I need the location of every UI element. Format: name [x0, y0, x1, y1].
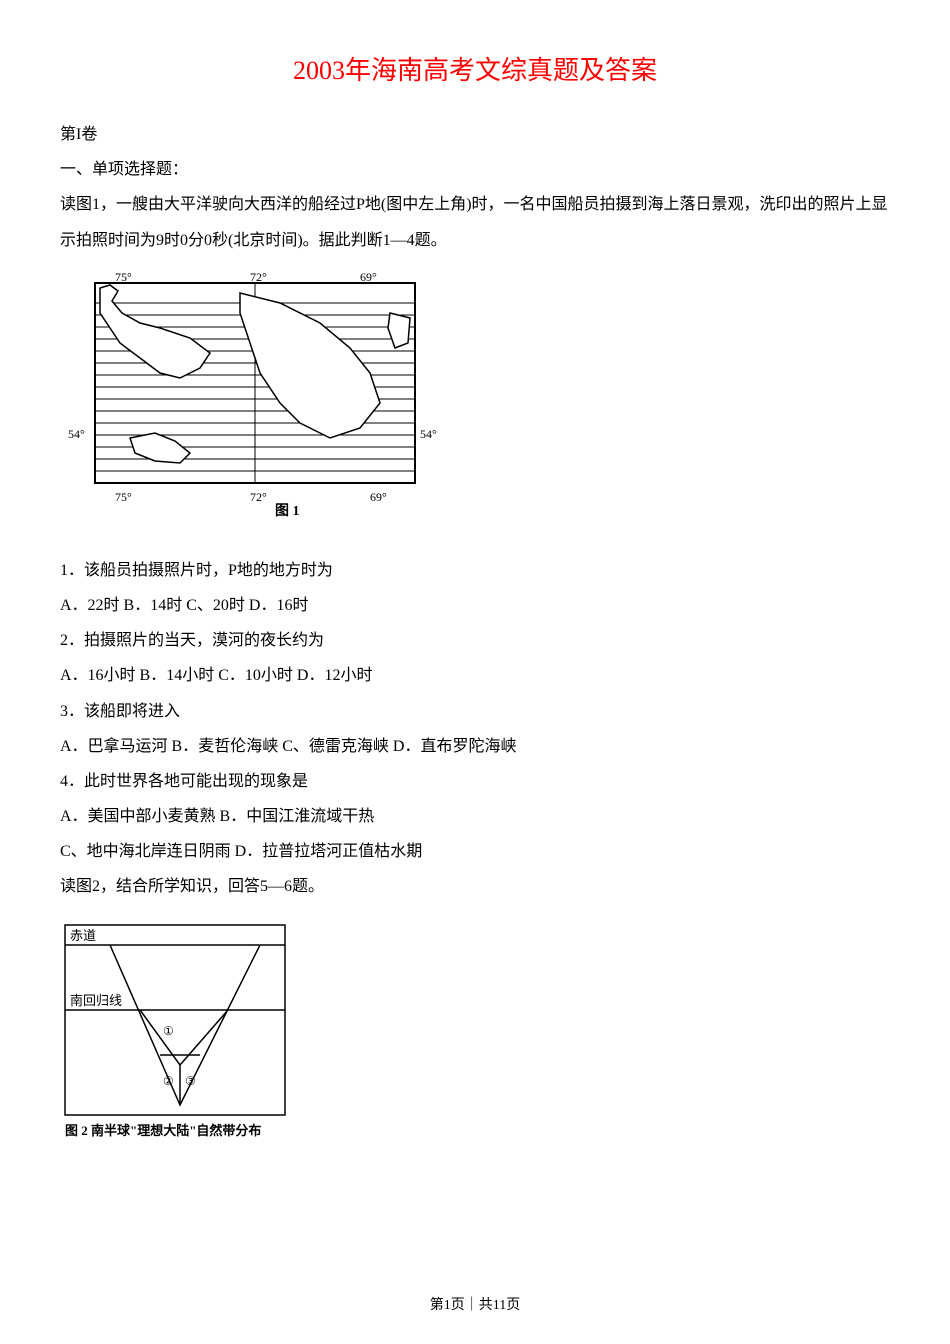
fig1-lat-54-l: 54°: [68, 427, 85, 441]
page-number: 第1页｜共11页: [0, 1294, 950, 1314]
fig1-lat-54-r: 54°: [420, 427, 437, 441]
fig2-zone3-label: ③: [185, 1074, 196, 1088]
intro-text-1: 读图1，一艘由大平洋驶向大西洋的船经过P地(图中左上角)时，一名中国船员拍摄到海…: [60, 187, 890, 257]
question-2: 2．拍摄照片的当天，漠河的夜长约为: [60, 623, 890, 658]
fig1-lon-75: 75°: [115, 273, 132, 284]
fig2-equator-label: 赤道: [70, 928, 96, 943]
question-3-options: A．巴拿马运河 B．麦哲伦海峡 C、德雷克海峡 D．直布罗陀海峡: [60, 729, 890, 764]
section-header: 第I卷: [60, 117, 890, 152]
fig1-lon-72: 72°: [250, 273, 267, 284]
figure-2-diagram: 赤道 南回归线 ① ② ③ 图 2 南半球"理想大陆"自然带分布: [60, 920, 300, 1150]
question-4: 4．此时世界各地可能出现的现象是: [60, 764, 890, 799]
question-type-header: 一、单项选择题：: [60, 152, 890, 187]
fig1-lon-75-b: 75°: [115, 490, 132, 504]
fig1-lon-72-b: 72°: [250, 490, 267, 504]
fig1-lon-69-top: 69°: [360, 273, 377, 284]
question-4-options-b: C、地中海北岸连日阴雨 D．拉普拉塔河正值枯水期: [60, 834, 890, 869]
question-1-options: A．22时 B．14时 C、20时 D．16时: [60, 588, 890, 623]
fig1-lon-69-b: 69°: [370, 490, 387, 504]
intro-text-2: 读图2，结合所学知识，回答5—6题。: [60, 869, 890, 904]
figure-1-container: 75° 72° 69° 75° 72° 69° 54° 54° 图 1: [60, 273, 890, 533]
figure-1-map: 75° 72° 69° 75° 72° 69° 54° 54° 图 1: [60, 273, 450, 533]
question-3: 3．该船即将进入: [60, 694, 890, 729]
fig2-tropic-label: 南回归线: [70, 993, 122, 1008]
document-title: 2003年海南高考文综真题及答案: [60, 50, 890, 87]
question-4-options-a: A．美国中部小麦黄熟 B．中国江淮流域干热: [60, 799, 890, 834]
fig2-caption: 图 2 南半球"理想大陆"自然带分布: [65, 1123, 261, 1138]
fig2-zone1-label: ①: [163, 1024, 174, 1038]
question-2-options: A．16小时 B．14小时 C．10小时 D．12小时: [60, 658, 890, 693]
fig1-caption: 图 1: [275, 503, 300, 519]
fig2-zone2-label: ②: [163, 1074, 174, 1088]
figure-2-container: 赤道 南回归线 ① ② ③ 图 2 南半球"理想大陆"自然带分布: [60, 920, 890, 1150]
question-1: 1．该船员拍摄照片时，P地的地方时为: [60, 553, 890, 588]
